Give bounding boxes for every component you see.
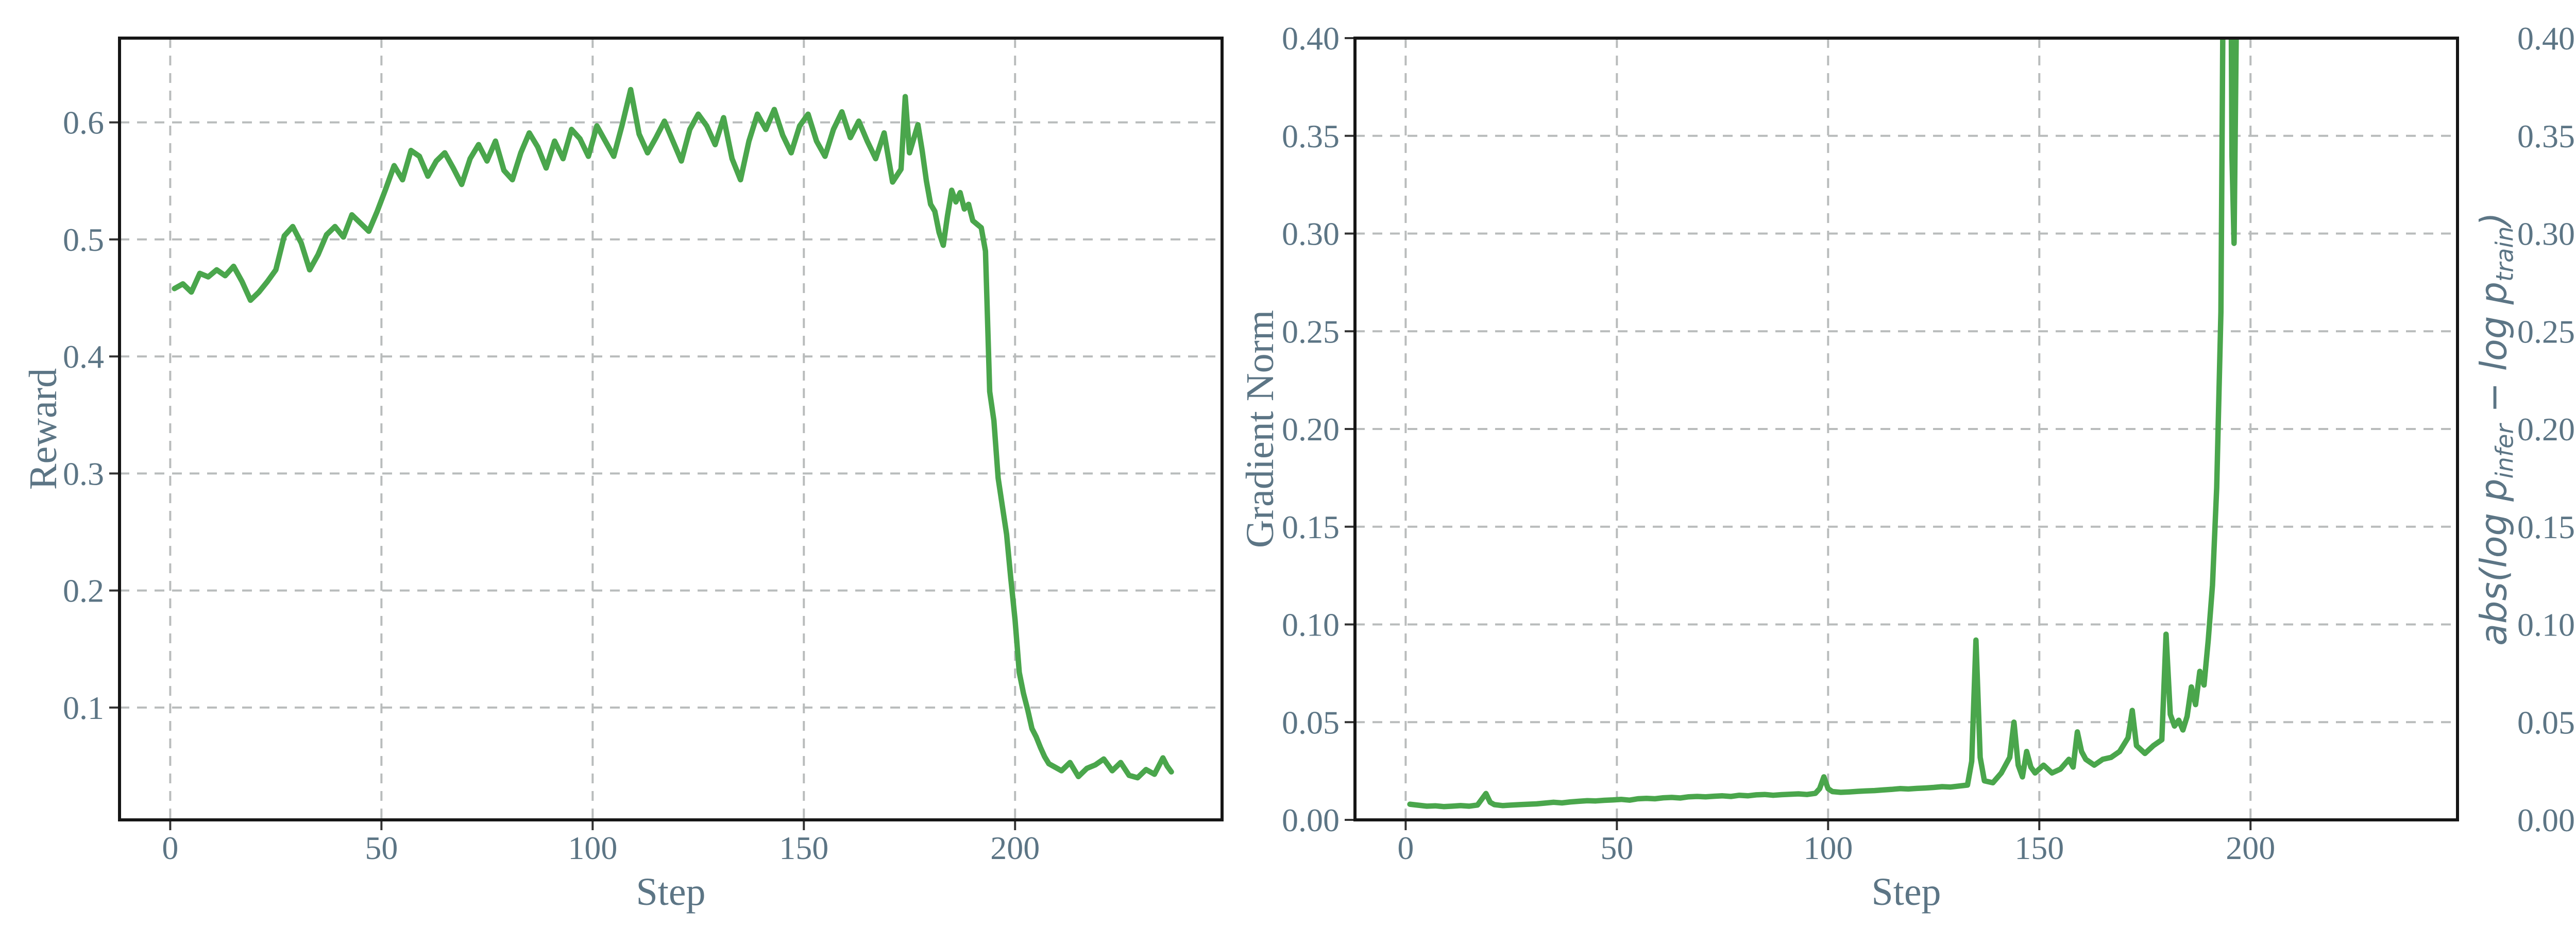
y-axis-label-reward: Reward (22, 368, 65, 490)
plot-frame (118, 37, 1224, 821)
x-tick-label: 0 (162, 830, 178, 866)
ylabel-subscript: train (2490, 226, 2519, 282)
y-tick-label: 0.00 (2517, 802, 2575, 838)
x-tick-label: 50 (365, 830, 398, 866)
y-tick-label: 0.05 (2517, 704, 2575, 741)
y-tick-label: 0.25 (1282, 313, 1340, 350)
y-tick-label: 0.20 (1282, 411, 1340, 448)
y-tick-label: 0.5 (63, 221, 104, 258)
y-tick-label: 0.35 (1282, 118, 1340, 154)
y-tick-label: 0.1 (63, 690, 104, 726)
x-tick-label: 100 (568, 830, 617, 866)
x-axis-label-reward: Step (636, 870, 706, 914)
y-axis-label-logprob-diff: abs(log pinfer − log ptrain) (2472, 212, 2519, 646)
y-tick-label: 0.30 (2517, 216, 2575, 252)
y-tick-label: 0.15 (2517, 509, 2575, 545)
series-line-reward (172, 87, 1174, 781)
y-tick-label: 0.2 (63, 573, 104, 609)
x-axis-label-gradient-norm: Step (1871, 870, 1941, 914)
x-tick-label: 200 (990, 830, 1040, 866)
series-line-gradient-norm (1407, 38, 2239, 810)
chart-panel-logprob-diff: 0501001502000.000.050.100.150.200.250.30… (2517, 20, 2575, 838)
y-tick-label: 0.05 (1282, 704, 1340, 741)
y-tick-label: 0.40 (1282, 20, 1340, 57)
y-tick-label: 0.30 (1282, 216, 1340, 252)
x-tick-label: 200 (2226, 830, 2275, 866)
y-tick-label: 0.10 (2517, 607, 2575, 643)
y-tick-label: 0.4 (63, 338, 104, 375)
chart-panel-reward: 0 50 100 150 200 0.1 0.2 0.3 0.4 0.5 0.6 (63, 37, 1224, 866)
y-tick-label: 0.25 (2517, 313, 2575, 350)
chart-panel-gradient-norm: 0 50 100 150 200 0.00 0.05 0.10 0.15 0.20 0.25 0.30… (1282, 20, 2459, 866)
y-tick-label: 0.6 (63, 105, 104, 141)
x-tick-label: 150 (779, 830, 828, 866)
y-tick-label: 0.10 (1282, 607, 1340, 643)
y-tick-label: 0.20 (2517, 411, 2575, 448)
y-tick-label: 0.00 (1282, 802, 1340, 838)
x-tick-label: 50 (1600, 830, 1633, 866)
y-axis-label-gradient-norm: Gradient Norm (1239, 310, 1282, 548)
plot-frame (1353, 37, 2459, 821)
y-tick-label: 0.15 (1282, 509, 1340, 545)
ylabel-subscript: infer (2490, 424, 2519, 479)
y-tick-label: 0.40 (2517, 20, 2575, 57)
y-tick-label: 0.35 (2517, 118, 2575, 154)
y-tick-label: 0.3 (63, 455, 104, 492)
x-tick-label: 0 (1397, 830, 1414, 866)
x-tick-label: 100 (1803, 830, 1853, 866)
x-tick-label: 150 (2014, 830, 2064, 866)
